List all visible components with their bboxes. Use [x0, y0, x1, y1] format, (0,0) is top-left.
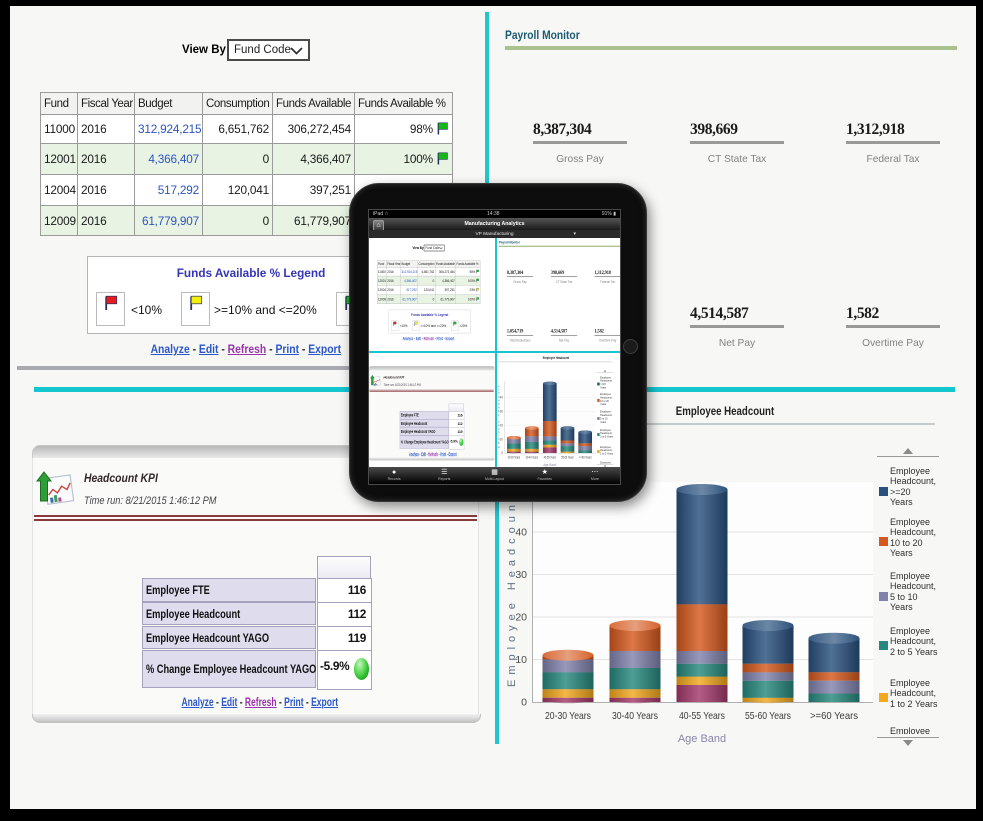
svg-text:0: 0	[501, 450, 503, 454]
svg-text:10: 10	[515, 654, 527, 666]
svg-text:40-55 Years: 40-55 Years	[544, 455, 557, 459]
svg-text:30: 30	[515, 569, 527, 581]
svg-text:10: 10	[500, 436, 503, 440]
svg-text:40: 40	[515, 527, 527, 539]
svg-text:20-30 Years: 20-30 Years	[508, 455, 521, 459]
svg-text:55-60 Years: 55-60 Years	[561, 455, 574, 459]
svg-text:40: 40	[500, 395, 503, 399]
svg-text:20: 20	[515, 612, 527, 624]
svg-text:0: 0	[521, 697, 527, 709]
svg-text:Employee Headcount: Employee Headcount	[497, 385, 501, 447]
svg-text:Age Band: Age Band	[543, 462, 556, 466]
svg-text:>=60 Years: >=60 Years	[810, 710, 858, 722]
svg-text:30-40 Years: 30-40 Years	[526, 455, 539, 459]
svg-text:30: 30	[500, 409, 503, 413]
svg-text:20: 20	[500, 423, 503, 427]
svg-text:55-60 Years: 55-60 Years	[745, 710, 791, 722]
svg-text:Age Band: Age Band	[678, 733, 726, 745]
svg-text:Employee Headcount: Employee Headcount	[506, 497, 518, 687]
svg-text:>=60 Years: >=60 Years	[579, 455, 592, 459]
svg-text:30-40 Years: 30-40 Years	[612, 710, 658, 722]
svg-text:40-55 Years: 40-55 Years	[679, 710, 725, 722]
svg-text:20-30 Years: 20-30 Years	[545, 710, 591, 722]
